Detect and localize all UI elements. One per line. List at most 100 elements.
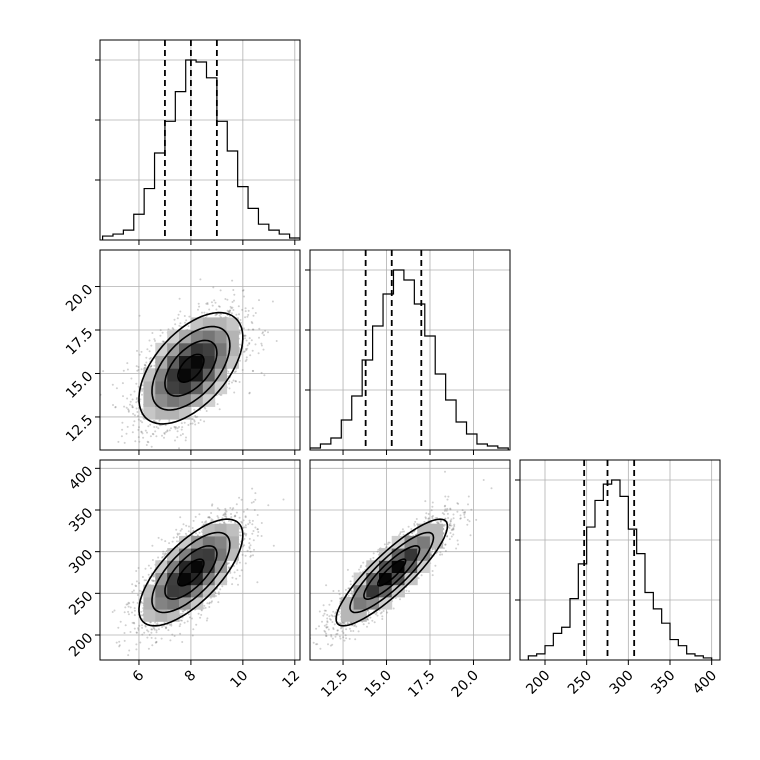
- scatter-point: [166, 429, 169, 432]
- scatter-point: [267, 331, 269, 334]
- scatter-point: [137, 366, 140, 368]
- scatter-point: [147, 564, 150, 567]
- scatter-point: [263, 334, 265, 337]
- scatter-point: [123, 632, 126, 634]
- scatter-point: [236, 569, 239, 572]
- scatter-point: [136, 369, 139, 372]
- scatter-point: [204, 407, 207, 410]
- scatter-point: [141, 421, 144, 424]
- scatter-point: [131, 461, 133, 463]
- density-cell: [226, 523, 239, 537]
- scatter-point: [194, 415, 197, 417]
- scatter-point: [239, 329, 241, 332]
- scatter-point: [155, 426, 158, 428]
- scatter-point: [228, 310, 231, 313]
- scatter-point: [231, 583, 234, 586]
- scatter-point: [254, 312, 257, 314]
- scatter-point: [218, 408, 221, 411]
- scatter-point: [131, 404, 134, 407]
- scatter-point: [251, 307, 254, 310]
- density-cell: [214, 330, 228, 344]
- density-cell: [167, 381, 180, 395]
- scatter-point: [205, 520, 208, 523]
- scatter-point: [179, 619, 182, 622]
- scatter-point: [275, 340, 278, 342]
- scatter-point: [249, 550, 252, 553]
- scatter-point: [165, 626, 168, 629]
- density-cell: [155, 572, 168, 586]
- scatter-point: [140, 430, 143, 433]
- scatter-point: [118, 640, 121, 643]
- scatter-point: [144, 624, 147, 627]
- scatter-point: [133, 420, 136, 423]
- scatter-point: [206, 303, 209, 306]
- scatter-point: [174, 427, 177, 430]
- scatter-point: [175, 470, 177, 472]
- scatter-point: [243, 544, 246, 547]
- scatter-point: [224, 513, 226, 516]
- scatter-point: [244, 360, 247, 363]
- scatter-point: [180, 619, 183, 622]
- scatter-point: [147, 425, 150, 428]
- scatter-point: [240, 521, 243, 524]
- scatter-point: [253, 509, 256, 511]
- scatter-point: [146, 431, 148, 434]
- scatter-point: [152, 580, 155, 583]
- scatter-point: [251, 487, 254, 490]
- density-cell: [179, 560, 192, 573]
- scatter-point: [260, 522, 263, 524]
- scatter-point: [227, 370, 230, 373]
- scatter-point: [150, 579, 153, 582]
- scatter-point: [157, 536, 160, 539]
- scatter-point: [234, 370, 237, 373]
- scatter-point: [217, 305, 220, 308]
- scatter-point: [256, 514, 259, 516]
- scatter-point: [237, 583, 239, 586]
- scatter-point: [246, 347, 249, 350]
- scatter-point: [229, 309, 231, 312]
- scatter-point: [161, 331, 164, 334]
- scatter-point: [216, 507, 219, 510]
- scatter-point: [218, 508, 221, 511]
- scatter-point: [118, 644, 121, 647]
- scatter-point: [154, 339, 156, 342]
- scatter-point: [234, 380, 237, 383]
- scatter-point: [215, 313, 218, 316]
- scatter-point: [135, 382, 138, 385]
- scatter-point: [141, 389, 144, 392]
- scatter-point: [231, 576, 234, 579]
- scatter-point: [261, 332, 264, 335]
- scatter-point: [244, 554, 247, 557]
- scatter-point: [127, 610, 130, 613]
- density-cell: [202, 548, 216, 561]
- scatter-point: [162, 341, 165, 343]
- scatter-point: [144, 567, 147, 570]
- scatter-point: [245, 339, 248, 342]
- scatter-point: [126, 603, 129, 606]
- scatter-point: [153, 575, 156, 578]
- scatter-point: [163, 453, 165, 455]
- scatter-point: [237, 305, 240, 308]
- scatter-point: [205, 619, 208, 622]
- scatter-point: [235, 380, 237, 383]
- scatter-point: [102, 370, 105, 373]
- scatter-point: [238, 516, 241, 519]
- scatter-point: [161, 555, 164, 558]
- scatter-point: [123, 611, 126, 614]
- scatter-point: [196, 534, 199, 537]
- scatter-point: [141, 624, 143, 627]
- density-cell: [226, 317, 239, 331]
- scatter-point: [175, 528, 178, 531]
- y-tick-label: 300: [66, 547, 96, 577]
- scatter-point: [150, 636, 153, 639]
- scatter-point: [138, 624, 141, 627]
- scatter-point: [203, 311, 206, 314]
- scatter-point: [238, 332, 241, 335]
- scatter-point: [215, 313, 218, 316]
- scatter-point: [179, 612, 182, 615]
- scatter-point: [187, 613, 190, 616]
- scatter-point: [180, 528, 183, 531]
- scatter-point: [258, 327, 261, 330]
- scatter-point: [173, 425, 176, 428]
